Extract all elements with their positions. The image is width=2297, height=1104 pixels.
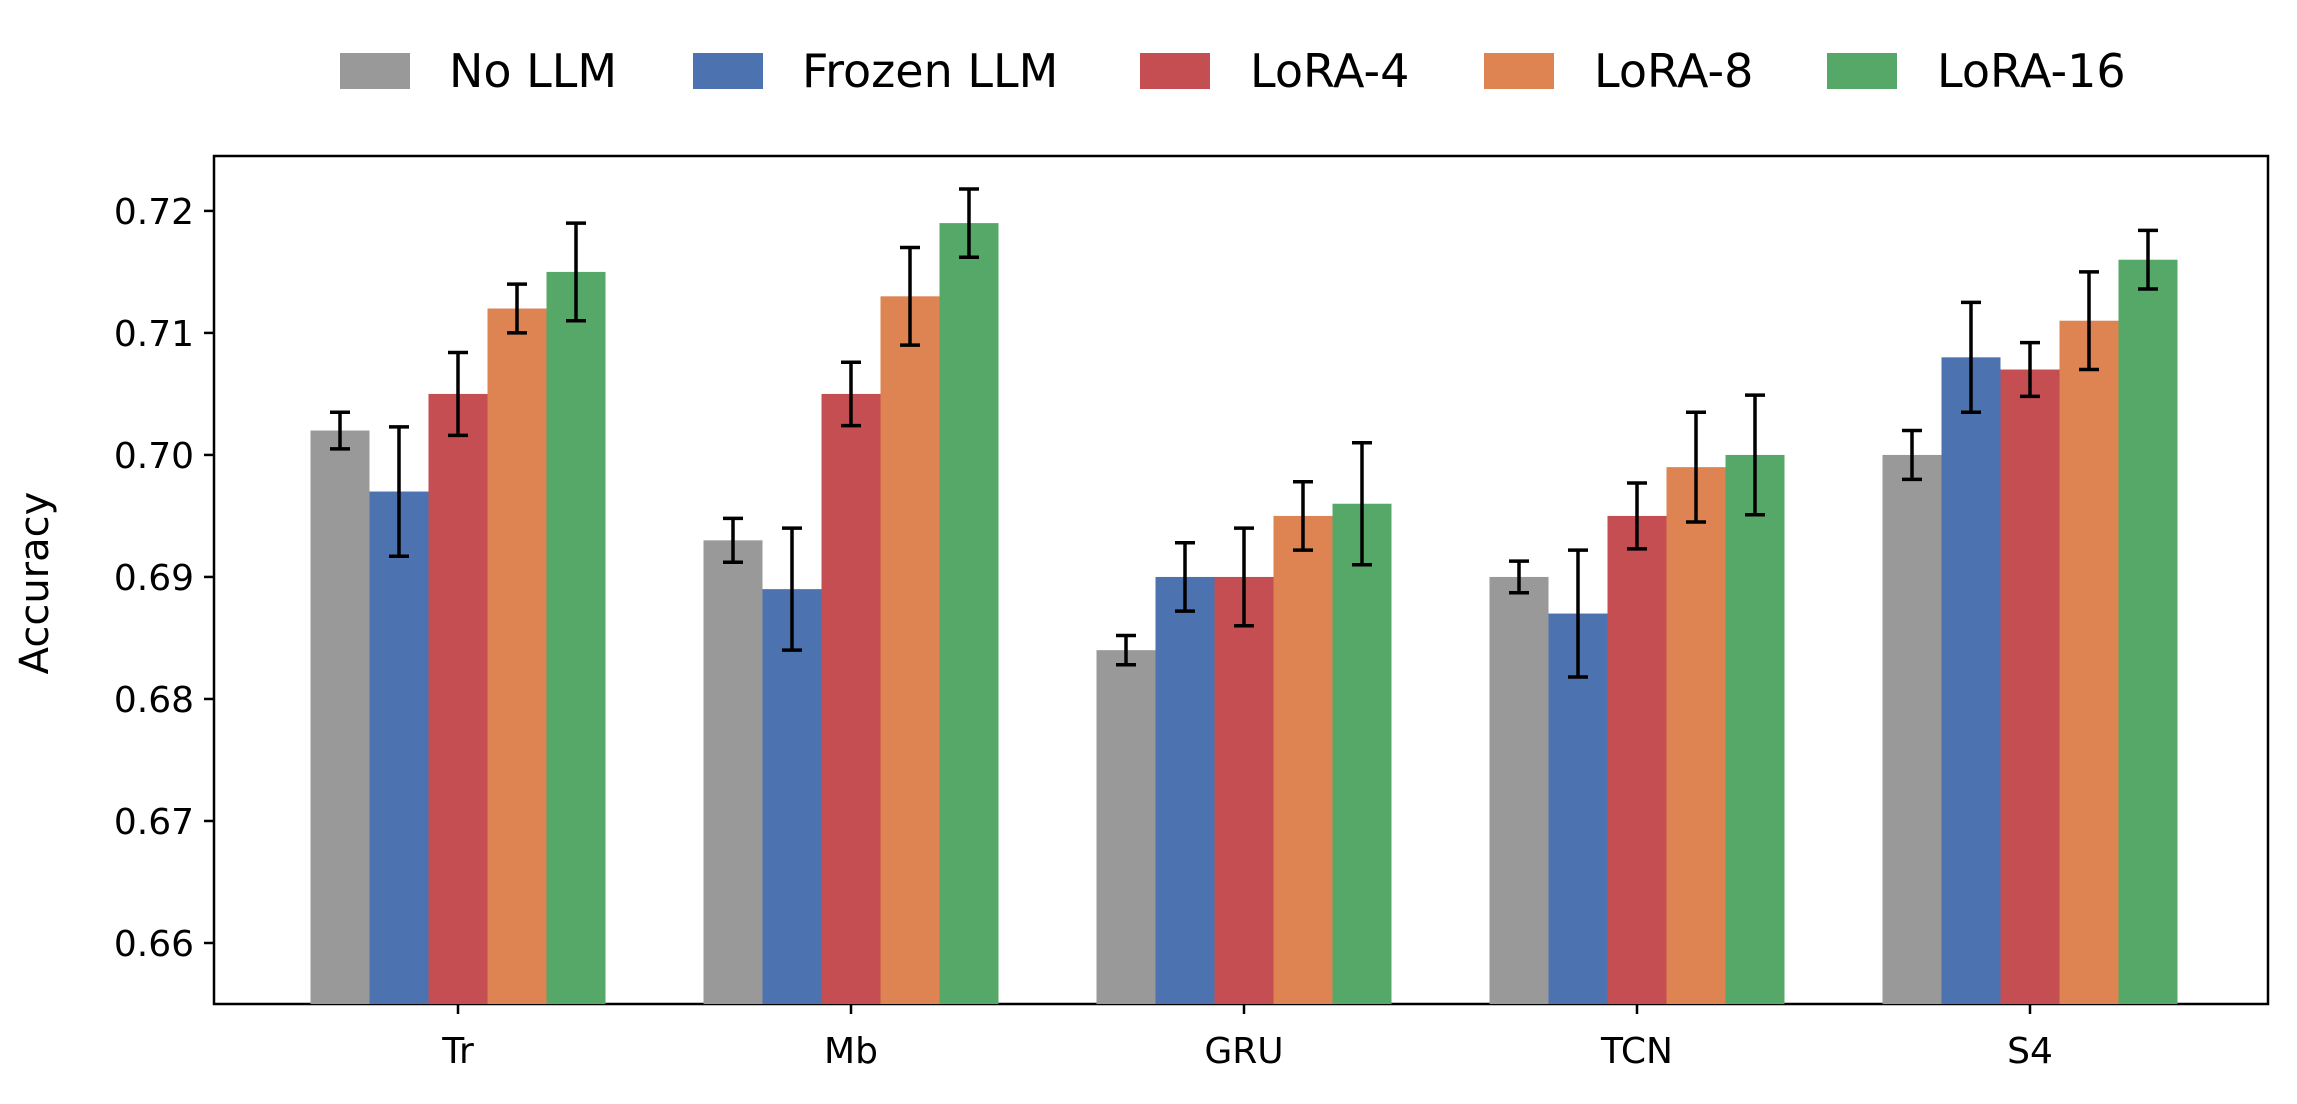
bar-no-llm-gru bbox=[1096, 650, 1156, 1004]
legend: No LLM Frozen LLM LoRA-4 LoRA-8 LoRA-16 bbox=[340, 44, 2126, 98]
y-tick-label: 0.67 bbox=[114, 802, 194, 843]
bar-lora-4-gru bbox=[1214, 576, 1274, 1004]
bar-lora-16-s4 bbox=[2118, 259, 2178, 1004]
bar-lora-8-tcn bbox=[1666, 467, 1726, 1004]
x-tick-label: Tr bbox=[441, 1031, 474, 1072]
y-tick-label: 0.66 bbox=[114, 924, 194, 965]
legend-label: Frozen LLM bbox=[802, 44, 1058, 98]
x-tick-label: Mb bbox=[824, 1031, 878, 1072]
legend-swatch bbox=[1484, 53, 1554, 89]
y-tick-label: 0.69 bbox=[114, 558, 194, 599]
legend-swatch bbox=[340, 53, 410, 89]
legend-swatch bbox=[1140, 53, 1210, 89]
bar-lora-8-s4 bbox=[2059, 320, 2119, 1004]
bar-lora-16-tr bbox=[546, 271, 606, 1004]
x-tick-label: S4 bbox=[2007, 1031, 2053, 1072]
bar-frozen-llm-tr bbox=[369, 491, 429, 1005]
legend-swatch bbox=[693, 53, 763, 89]
y-tick-label: 0.70 bbox=[114, 436, 194, 477]
y-tick-label: 0.68 bbox=[114, 680, 194, 721]
bar-lora-4-tr bbox=[428, 393, 488, 1004]
bar-lora-8-tr bbox=[487, 308, 547, 1005]
y-tick-label: 0.71 bbox=[114, 314, 194, 355]
bar-lora-16-tcn bbox=[1725, 454, 1785, 1004]
bar-no-llm-s4 bbox=[1882, 454, 1942, 1004]
bar-lora-16-gru bbox=[1332, 503, 1392, 1004]
bar-lora-4-mb bbox=[821, 393, 881, 1004]
x-tick-label: GRU bbox=[1204, 1031, 1283, 1072]
legend-label: No LLM bbox=[449, 44, 617, 98]
bar-lora-4-s4 bbox=[2000, 369, 2060, 1005]
y-axis-label: Accuracy bbox=[12, 492, 58, 675]
plot-area: 0.66 0.67 0.68 0.69 0.70 0.71 0.72 Tr Mb GRU TCN S4 bbox=[114, 154, 2270, 1072]
y-tick-label: 0.72 bbox=[114, 192, 194, 233]
bar-frozen-llm-gru bbox=[1155, 576, 1215, 1004]
legend-swatch bbox=[1827, 53, 1897, 89]
legend-label: LoRA-8 bbox=[1594, 44, 1753, 98]
bar-lora-8-mb bbox=[880, 296, 940, 1005]
bar-no-llm-mb bbox=[703, 540, 763, 1004]
bar-lora-4-tcn bbox=[1607, 515, 1667, 1004]
bar-lora-8-gru bbox=[1273, 515, 1333, 1004]
bar-no-llm-tr bbox=[310, 430, 370, 1005]
legend-label: LoRA-4 bbox=[1250, 44, 1409, 98]
bar-frozen-llm-mb bbox=[762, 589, 822, 1004]
x-tick-label: TCN bbox=[1600, 1031, 1673, 1072]
bar-lora-16-mb bbox=[939, 223, 999, 1004]
bar-no-llm-tcn bbox=[1489, 576, 1549, 1004]
bar-frozen-llm-s4 bbox=[1941, 357, 2001, 1004]
legend-label: LoRA-16 bbox=[1937, 44, 2126, 98]
